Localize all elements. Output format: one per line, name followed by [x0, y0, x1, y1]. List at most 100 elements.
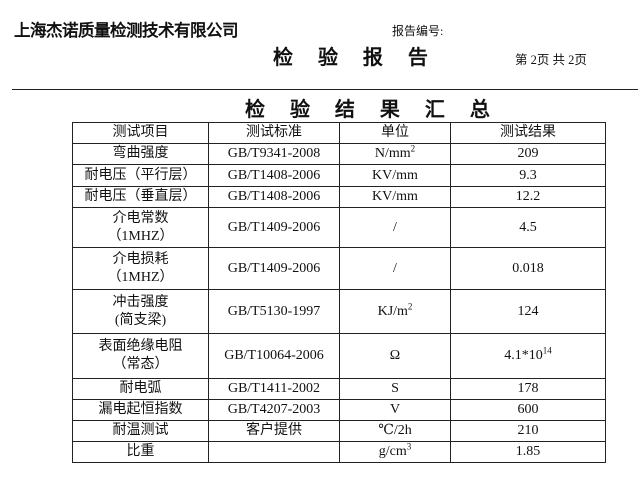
cell-result: 4.1*1014: [450, 333, 606, 379]
item-line: 冲击强度: [112, 294, 169, 310]
cell-standard: GB/T1408-2006: [208, 186, 340, 208]
cell-standard: GB/T1411-2002: [208, 378, 340, 400]
cell-item: 耐温测试: [72, 420, 209, 442]
column-header: 单位: [339, 122, 451, 144]
cell-standard: GB/T1409-2006: [208, 247, 340, 290]
cell-result: 12.2: [450, 186, 606, 208]
cell-unit: ℃/2h: [339, 420, 451, 442]
cell-item: 冲击强度 (简支梁): [72, 289, 209, 334]
cell-item: 耐电弧: [72, 378, 209, 400]
cell-item: 比重: [72, 441, 209, 463]
cell-result: 210: [450, 420, 606, 442]
cell-item: 弯曲强度: [72, 143, 209, 165]
cell-item: 介电常数 （1MHZ）: [72, 207, 209, 248]
cell-standard: GB/T1408-2006: [208, 164, 340, 187]
cell-standard: GB/T9341-2008: [208, 143, 340, 165]
cell-result: 0.018: [450, 247, 606, 290]
item-line: 比重: [126, 444, 155, 459]
cell-item: 介电损耗 （1MHZ）: [72, 247, 209, 290]
column-header: 测试结果: [450, 122, 606, 144]
cell-result: 600: [450, 399, 606, 421]
cell-result: 124: [450, 289, 606, 334]
unit-superscript: 2: [410, 143, 416, 154]
unit-text: g/cm: [378, 444, 407, 459]
unit-text: Ω: [389, 348, 401, 363]
table-header-row: 测试项目 测试标准 单位 测试结果: [72, 122, 606, 144]
table-row: 比重 g/cm3 1.85: [72, 441, 606, 463]
table-row: 表面绝缘电阻 （常态） GB/T10064-2006 Ω 4.1*1014: [72, 333, 606, 379]
table-row: 漏电起恒指数 GB/T4207-2003 V 600: [72, 399, 606, 421]
table-row: 耐电弧 GB/T1411-2002 S 178: [72, 378, 606, 400]
header-divider: [12, 89, 638, 90]
company-name: 上海杰诺质量检测技术有限公司: [14, 21, 239, 40]
unit-text: /: [393, 219, 397, 235]
result-text: 210: [517, 423, 539, 438]
cell-item: 表面绝缘电阻 （常态）: [72, 333, 209, 379]
item-line: 耐温测试: [112, 423, 169, 438]
result-text: 4.1*10: [504, 348, 543, 363]
cell-result: 209: [450, 143, 606, 165]
report-title: 检 验 报 告: [273, 45, 437, 69]
item-line: (简支梁): [114, 312, 167, 328]
cell-result: 4.5: [450, 207, 606, 248]
cell-unit: KV/mm: [339, 164, 451, 187]
cell-standard: GB/T5130-1997: [208, 289, 340, 334]
item-line: 弯曲强度: [112, 146, 169, 161]
unit-text: ℃/2h: [378, 423, 412, 438]
cell-unit: Ω: [339, 333, 451, 379]
cell-unit: N/mm2: [339, 143, 451, 165]
cell-item: 漏电起恒指数: [72, 399, 209, 421]
results-table: 测试项目 测试标准 单位 测试结果 弯曲强度 GB/T9341-2008 N/mm2…: [72, 122, 606, 463]
unit-text: KV/mm: [372, 167, 418, 183]
result-text: 178: [517, 381, 539, 396]
item-line: 耐电弧: [119, 381, 162, 396]
column-header: 测试项目: [72, 122, 209, 144]
cell-standard: GB/T1409-2006: [208, 207, 340, 248]
item-line: 漏电起恒指数: [98, 402, 183, 417]
cell-unit: g/cm3: [339, 441, 451, 463]
table-row: 介电常数 （1MHZ） GB/T1409-2006 / 4.5: [72, 207, 606, 248]
unit-text: /: [393, 260, 397, 276]
unit-text: V: [389, 402, 401, 417]
cell-result: 1.85: [450, 441, 606, 463]
result-text: 1.85: [515, 444, 541, 459]
page-info: 第 2页 共 2页: [515, 53, 587, 67]
cell-unit: V: [339, 399, 451, 421]
cell-unit: KJ/m2: [339, 289, 451, 334]
table-row: 耐电压（平行层） GB/T1408-2006 KV/mm 9.3: [72, 164, 606, 187]
item-line: 介电常数: [112, 210, 169, 226]
result-text: 600: [517, 402, 539, 417]
unit-text: KV/mm: [372, 189, 418, 204]
result-text: 4.5: [519, 219, 537, 235]
cell-standard: 客户提供: [208, 420, 340, 442]
result-text: 209: [517, 146, 539, 161]
item-line: （1MHZ）: [107, 228, 174, 244]
cell-unit: /: [339, 247, 451, 290]
item-line: 耐电压（平行层）: [84, 167, 197, 183]
item-line: （常态）: [112, 357, 169, 372]
table-row: 冲击强度 (简支梁) GB/T5130-1997 KJ/m2 124: [72, 289, 606, 334]
column-header: 测试标准: [208, 122, 340, 144]
summary-title: 检 验 结 果 汇 总: [245, 97, 499, 121]
table-row: 耐电压（垂直层） GB/T1408-2006 KV/mm 12.2: [72, 186, 606, 208]
result-text: 12.2: [515, 189, 541, 204]
cell-item: 耐电压（平行层）: [72, 164, 209, 187]
result-superscript: 14: [542, 345, 552, 356]
cell-unit: S: [339, 378, 451, 400]
unit-text: KJ/m: [377, 303, 408, 319]
table-row: 弯曲强度 GB/T9341-2008 N/mm2 209: [72, 143, 606, 165]
result-text: 124: [517, 303, 539, 319]
cell-item: 耐电压（垂直层）: [72, 186, 209, 208]
unit-text: N/mm: [374, 146, 411, 161]
result-text: 9.3: [519, 167, 537, 183]
cell-standard: [208, 441, 340, 463]
cell-unit: /: [339, 207, 451, 248]
unit-text: S: [391, 381, 399, 396]
report-number-label: 报告编号:: [392, 24, 444, 38]
unit-superscript: 3: [406, 441, 412, 452]
cell-standard: GB/T10064-2006: [208, 333, 340, 379]
result-text: 0.018: [512, 260, 544, 276]
item-line: （1MHZ）: [107, 269, 174, 285]
cell-standard: GB/T4207-2003: [208, 399, 340, 421]
cell-unit: KV/mm: [339, 186, 451, 208]
